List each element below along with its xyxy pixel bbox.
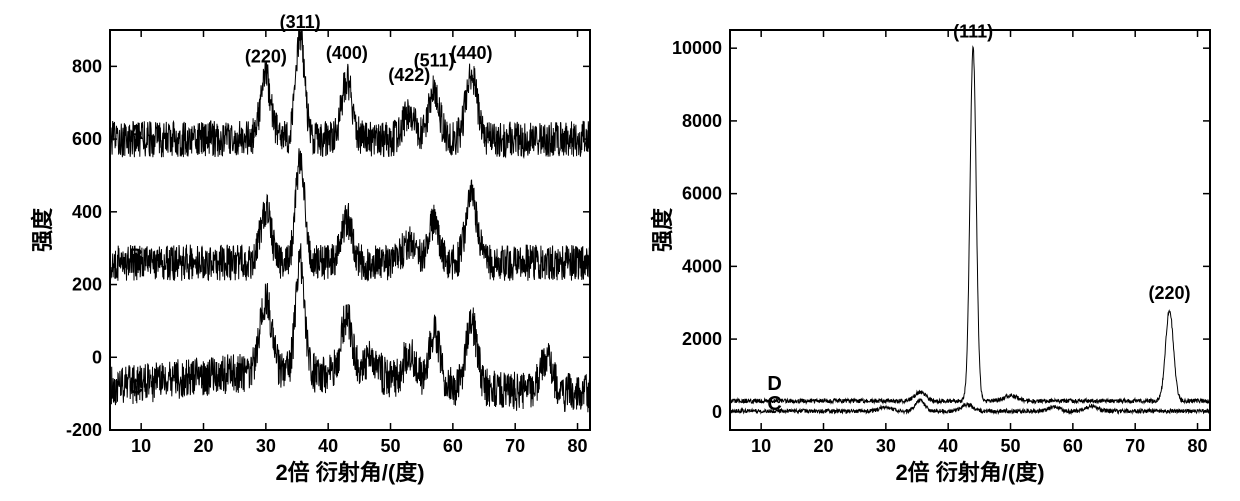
x-tick-label: 70 [505,436,525,456]
x-tick-label: 10 [131,436,151,456]
peak-label: (220) [1148,283,1190,303]
y-tick-label: 0 [712,402,722,422]
xrd-trace-D [730,47,1210,403]
peak-label: (111) [953,21,993,41]
series-label-D: D [767,373,781,395]
peak-label: (511) [414,50,455,70]
series-label-C: C [129,377,143,399]
x-tick-label: 20 [193,436,213,456]
x-tick-label: 30 [256,436,276,456]
y-axis-title: 强度 [650,207,675,252]
peak-label: (400) [326,43,368,63]
y-tick-label: 600 [72,129,102,149]
x-tick-label: 40 [938,436,958,456]
y-tick-label: 200 [72,275,102,295]
y-tick-label: 6000 [682,184,722,204]
xrd-panel-left: 10 20 30 40 50 60 70 80 -200 0 200 400 600 800 2倍 衍射角/… [20,10,620,491]
y-tick-label: 0 [92,347,102,367]
y-tick-label: 800 [72,56,102,76]
x-tick-label: 80 [1188,436,1208,456]
x-tick-label: 50 [381,436,401,456]
y-tick-label: 4000 [682,256,722,276]
y-tick-label: 2000 [682,329,722,349]
x-tick-label: 10 [751,436,771,456]
series-label-B: B [129,246,143,268]
x-tick-label: 40 [318,436,338,456]
y-tick-label: 10000 [672,38,722,58]
y-tick-label: 400 [72,202,102,222]
peak-label: (311) [280,12,321,32]
y-tick-label: 8000 [682,111,722,131]
series-label-A: A [129,122,143,144]
x-axis-title: 2倍 衍射角/(度) [895,460,1044,485]
x-tick-label: 80 [568,436,588,456]
x-tick-label: 50 [1001,436,1021,456]
y-axis-title: 强度 [30,207,55,252]
x-tick-label: 20 [813,436,833,456]
series-label-C: C [767,393,781,415]
peak-label: (440) [451,43,493,63]
x-axis-title: 2倍 衍射角/(度) [275,460,424,485]
x-tick-label: 60 [443,436,463,456]
xrd-panel-right: 10 20 30 40 50 60 70 80 0 2000 4000 6000 8000 10000 2倍… [640,10,1240,491]
x-tick-label: 70 [1125,436,1145,456]
xrd-trace-B [110,148,590,280]
peak-label: (220) [245,47,287,67]
x-tick-label: 60 [1063,436,1083,456]
y-tick-label: -200 [66,420,102,440]
x-tick-label: 30 [876,436,896,456]
plot-frame [730,30,1210,430]
